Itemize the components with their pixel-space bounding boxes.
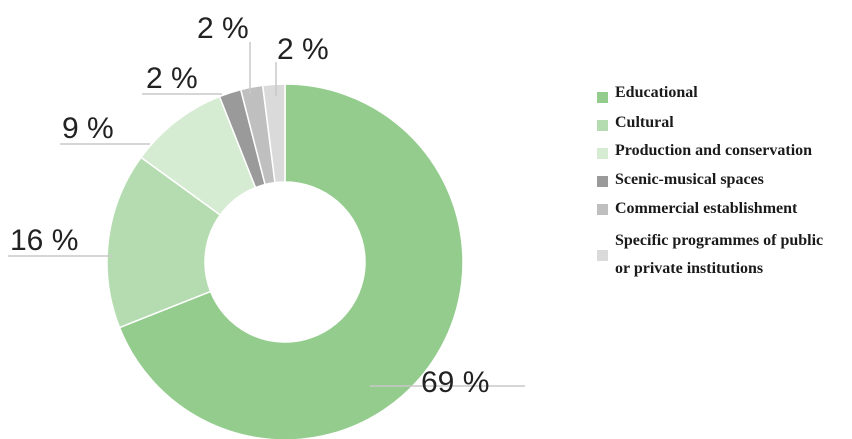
pct-label-specific-programmes-of-public-or-private-institutions: 2 % [277,33,329,66]
legend-swatch-educational [597,92,608,103]
legend-swatch-cultural [597,120,608,131]
donut-slices [106,83,464,439]
pct-label-scenic-musical-spaces: 2 % [146,62,198,95]
legend-label-specific-programmes-of-public-or-private-institutions-line-1: Specific programmes of public [615,232,823,249]
percentage-labels: 69 % 16 % 9 % 2 % 2 % 2 % [10,12,489,399]
legend-swatch-production-and-conservation [597,148,608,159]
legend-label-scenic-musical-spaces: Scenic-musical spaces [615,171,764,188]
pct-label-production-and-conservation: 9 % [62,112,114,145]
legend-label-commercial-establishment: Commercial establishment [615,200,798,217]
leader-lines [8,42,525,387]
legend-swatch-commercial-establishment [597,204,608,215]
legend: Educational Cultural Production and conser… [597,84,823,277]
legend-label-production-and-conservation: Production and conservation [615,142,812,159]
legend-label-educational: Educational [615,84,698,101]
slice-specific-programmes-of-public-or-private-institutions [261,83,286,184]
pct-label-cultural: 16 % [10,224,78,257]
legend-swatch-scenic-musical-spaces [597,176,608,187]
slice-educational [118,83,464,439]
legend-label-cultural: Cultural [615,114,674,131]
pct-label-educational: 69 % [421,366,489,399]
legend-label-specific-programmes-of-public-or-private-institutions-line-2: or private institutions [615,260,763,277]
pct-label-commercial-establishment: 2 % [197,12,249,45]
legend-swatch-specific-programmes-of-public-or-private-institutions [597,250,608,261]
slice-cultural [106,156,222,329]
